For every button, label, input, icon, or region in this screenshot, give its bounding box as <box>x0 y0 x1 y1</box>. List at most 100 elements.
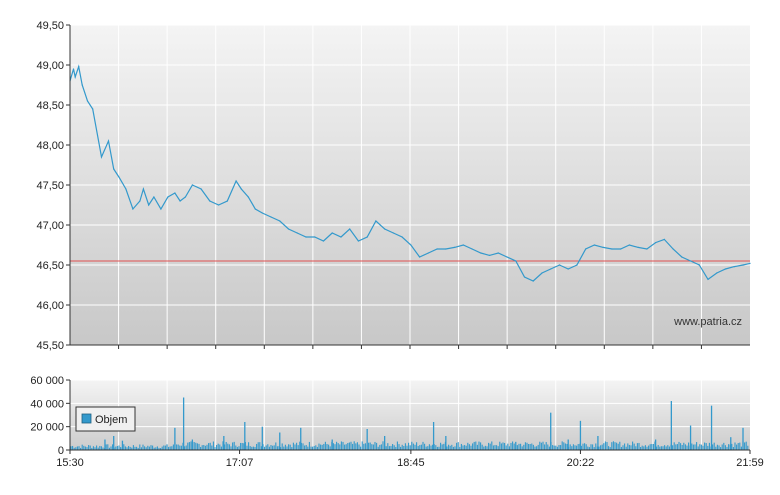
price-data-point <box>593 244 596 246</box>
price-data-point <box>453 246 456 248</box>
price-data-point <box>81 84 83 86</box>
price-data-point <box>279 220 281 222</box>
price-y-tick-label: 45,50 <box>36 340 64 352</box>
price-data-point <box>322 240 325 242</box>
price-data-point <box>296 232 298 234</box>
price-data-point <box>305 236 307 238</box>
price-data-point <box>655 242 657 244</box>
price-data-point <box>132 208 134 210</box>
price-data-point <box>357 240 360 242</box>
price-data-point <box>506 256 508 258</box>
price-data-point <box>724 268 727 270</box>
price-y-tick-label: 47,00 <box>36 220 64 232</box>
price-data-point <box>261 212 263 214</box>
price-data-point <box>488 254 491 256</box>
price-data-point <box>331 232 333 234</box>
x-tick-label: 15:30 <box>56 457 84 469</box>
price-data-point <box>340 236 342 238</box>
volume-y-tick-label: 20 000 <box>30 422 64 434</box>
price-y-tick-label: 48,50 <box>36 100 64 112</box>
price-data-point <box>384 228 386 230</box>
price-data-point <box>209 200 211 202</box>
price-data-point <box>515 260 517 262</box>
price-data-point <box>672 248 674 250</box>
price-data-point <box>471 248 473 250</box>
price-data-point <box>78 66 80 68</box>
price-data-point <box>226 200 228 202</box>
price-data-point <box>142 188 145 190</box>
price-data-point <box>689 260 692 262</box>
price-data-point <box>160 208 162 210</box>
volume-y-tick-label: 60 000 <box>30 375 64 387</box>
price-data-point <box>86 100 89 102</box>
x-tick-label: 21:59 <box>736 457 764 469</box>
price-data-point <box>733 266 735 268</box>
volume-legend: Objem <box>75 406 136 432</box>
price-data-point <box>620 248 622 250</box>
price-data-point <box>550 268 552 270</box>
price-data-point <box>445 248 447 250</box>
price-data-point <box>139 200 141 202</box>
price-panel: 45,50 46,00 46,50 47,00 47,50 48,00 48,50 49,00… <box>36 20 751 352</box>
legend-label: Objem <box>95 414 127 426</box>
price-data-point <box>567 268 569 270</box>
price-data-point <box>270 216 272 218</box>
price-data-point <box>153 196 155 198</box>
price-data-point <box>118 176 120 178</box>
volume-y-tick-label: 40 000 <box>30 398 64 410</box>
price-data-point <box>558 264 561 266</box>
x-tick-label: 17:07 <box>226 457 254 469</box>
watermark-text: www.patria.cz <box>673 316 742 328</box>
price-data-point <box>646 248 648 250</box>
price-y-tick-label: 48,00 <box>36 140 64 152</box>
price-data-point <box>480 252 482 254</box>
price-data-point <box>611 248 613 250</box>
price-y-tick-label: 49,00 <box>36 60 64 72</box>
price-data-point <box>254 208 256 210</box>
volume-y-tick-label: 0 <box>58 445 64 457</box>
price-data-point <box>287 228 290 230</box>
price-data-point <box>749 262 751 264</box>
price-data-point <box>716 272 718 274</box>
price-data-point <box>742 264 744 266</box>
price-data-point <box>410 244 412 246</box>
price-data-point <box>100 156 103 158</box>
price-y-tick-label: 46,50 <box>36 260 64 272</box>
price-data-point <box>349 228 351 230</box>
price-data-point <box>107 140 110 142</box>
price-data-point <box>698 264 700 266</box>
price-data-point <box>148 204 150 206</box>
price-data-point <box>366 236 368 238</box>
price-data-point <box>72 68 75 70</box>
price-data-point <box>314 236 316 238</box>
price-data-point <box>247 196 249 198</box>
price-data-point <box>602 246 604 248</box>
price-y-tick-label: 49,50 <box>36 20 64 32</box>
price-data-point <box>707 278 709 280</box>
legend-swatch <box>81 413 92 424</box>
price-data-point <box>74 76 76 78</box>
x-tick-label: 20:22 <box>567 457 595 469</box>
price-data-point <box>427 252 429 254</box>
price-data-point <box>497 252 499 254</box>
price-data-point <box>541 272 543 274</box>
price-data-point <box>576 264 578 266</box>
price-data-point <box>200 188 202 190</box>
price-data-point <box>419 256 421 258</box>
price-data-point <box>392 232 394 234</box>
price-y-tick-label: 47,50 <box>36 180 64 192</box>
price-data-point <box>217 204 220 206</box>
price-series-line <box>69 64 751 282</box>
price-data-point <box>184 196 186 198</box>
price-data-point <box>532 280 534 282</box>
price-data-point <box>681 256 683 258</box>
price-data-point <box>436 248 438 250</box>
price-data-point <box>191 184 193 186</box>
price-data-point <box>663 238 665 240</box>
price-data-point <box>585 248 587 250</box>
volume-panel: 0 20 000 40 000 60 000 15:30 17:07 18:45 20:22 2… <box>30 375 763 469</box>
price-data-point <box>401 236 403 238</box>
price-data-point <box>125 188 127 190</box>
